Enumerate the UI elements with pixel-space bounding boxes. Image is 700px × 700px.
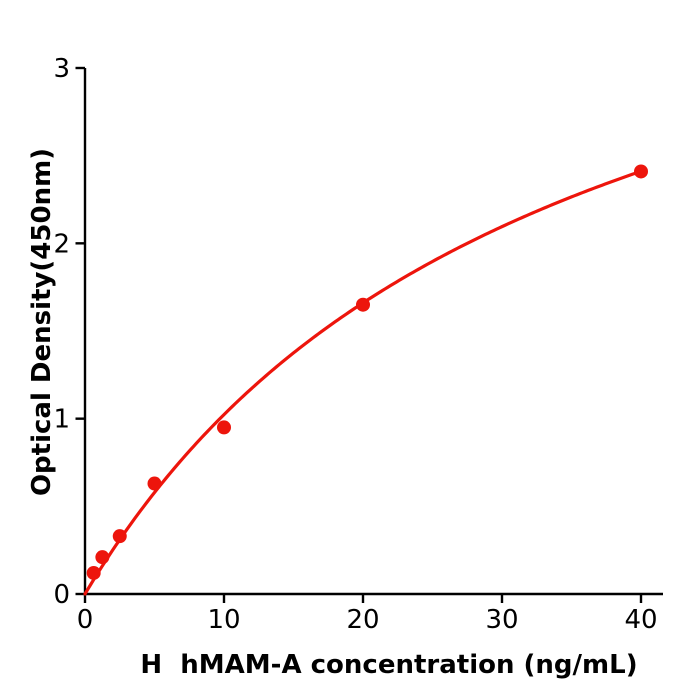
axis-spines	[83, 68, 663, 596]
fit-curve	[83, 169, 643, 596]
data-point	[95, 550, 110, 565]
data-point	[86, 565, 101, 580]
y-tick-label: 3	[53, 54, 70, 84]
x-tick-label: 0	[77, 605, 94, 635]
x-tick-label: 40	[624, 605, 657, 635]
y-tick-label: 1	[53, 405, 70, 435]
x-tick-label: 10	[207, 605, 240, 635]
data-point	[112, 529, 127, 544]
data-point	[356, 297, 370, 312]
x-tick-label: 20	[346, 605, 379, 635]
data-point	[217, 420, 231, 435]
x-axis-title: H hMAM-A concentration (ng/mL)	[140, 650, 638, 680]
x-tick-label: 30	[485, 605, 518, 635]
y-tick-label: 0	[53, 580, 70, 610]
y-axis-title: Optical Density(450nm)	[27, 147, 57, 497]
y-tick-label: 2	[53, 229, 70, 259]
data-point	[147, 476, 162, 491]
data-point	[634, 164, 648, 179]
